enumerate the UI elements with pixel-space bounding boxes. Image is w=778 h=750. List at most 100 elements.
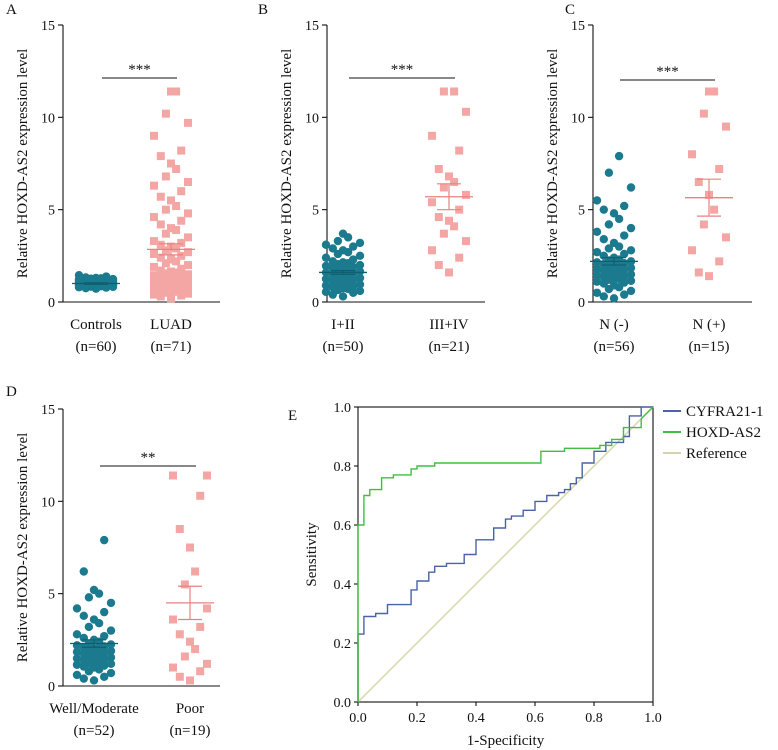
data-point: [600, 235, 608, 243]
series-line-Reference: [358, 407, 653, 702]
panel-label: D: [6, 384, 17, 400]
x-axis-label: 1-Specificity: [467, 733, 545, 749]
category-label: III+IV: [429, 317, 468, 333]
legend-label: CYFRA21-1: [686, 404, 764, 420]
group-I+II: [319, 229, 367, 300]
category-n-label: (n=60): [76, 339, 117, 355]
panel-C: C051015Relative HOXD-AS2 expression leve…: [545, 2, 752, 355]
data-point: [73, 641, 81, 649]
data-point: [196, 667, 204, 675]
data-point: [356, 239, 364, 247]
category-n-label: (n=52): [74, 723, 115, 739]
data-point: [339, 246, 347, 254]
data-point: [620, 231, 628, 239]
data-point: [167, 87, 175, 95]
x-tick-label: 0.8: [585, 711, 603, 726]
category-label: Poor: [176, 701, 204, 717]
significance-label: ***: [128, 62, 151, 78]
data-point: [85, 593, 93, 601]
significance-label: **: [141, 450, 156, 466]
data-point: [440, 87, 448, 95]
y-tick-label: 5: [578, 204, 585, 219]
panel-label: A: [6, 2, 17, 18]
data-point: [440, 184, 448, 192]
x-tick-label: 0.6: [526, 711, 544, 726]
data-point: [593, 248, 601, 256]
data-point: [627, 246, 635, 254]
data-point: [191, 568, 199, 576]
data-point: [196, 623, 204, 631]
y-tick-label: 10: [571, 111, 585, 126]
category-n-label: (n=71): [151, 339, 192, 355]
data-point: [610, 294, 618, 302]
y-tick-label: 15: [571, 19, 585, 34]
data-point: [715, 257, 723, 265]
data-point: [150, 250, 158, 258]
y-axis-label: Relative HOXD-AS2 expression level: [279, 49, 295, 279]
data-point: [162, 172, 170, 180]
data-point: [186, 676, 194, 684]
y-tick-label: 15: [41, 19, 55, 34]
significance-label: ***: [656, 64, 679, 80]
data-point: [450, 87, 458, 95]
data-point: [428, 246, 436, 254]
data-point: [100, 536, 108, 544]
data-point: [322, 253, 330, 261]
data-point: [150, 182, 158, 190]
data-point: [695, 268, 703, 276]
y-tick-label: 5: [312, 204, 319, 219]
y-axis-label: Relative HOXD-AS2 expression level: [15, 433, 31, 663]
significance-label: ***: [391, 62, 414, 78]
x-tick-label: 0.0: [349, 711, 367, 726]
data-point: [593, 289, 601, 297]
data-point: [150, 213, 158, 221]
data-point: [184, 261, 192, 269]
data-point: [455, 254, 463, 262]
data-point: [176, 630, 184, 638]
data-point: [705, 87, 713, 95]
data-point: [203, 660, 211, 668]
data-point: [177, 187, 185, 195]
data-point: [605, 220, 613, 228]
data-point: [191, 645, 199, 653]
data-point: [150, 132, 158, 140]
x-tick-label: 0.2: [408, 711, 426, 726]
data-point: [184, 209, 192, 217]
data-point: [715, 165, 723, 173]
group-Well/Moderate: [70, 536, 118, 685]
data-point: [100, 632, 108, 640]
y-tick-label: 0: [578, 296, 585, 311]
data-point: [186, 638, 194, 646]
group-LUAD: [147, 87, 195, 302]
y-tick-label: 15: [305, 19, 319, 34]
data-point: [722, 233, 730, 241]
panel-E: E0.0 0.2 0.4 0.6 0.8 1.00.00.20.40.60.81.01-S…: [288, 401, 764, 749]
data-point: [150, 237, 158, 245]
data-point: [184, 119, 192, 127]
data-point: [339, 229, 347, 237]
data-point: [167, 224, 175, 232]
data-point: [440, 230, 448, 238]
data-point: [705, 272, 713, 280]
data-point: [445, 217, 453, 225]
category-label: N (+): [692, 317, 725, 333]
x-tick-label: 1.0: [644, 711, 662, 726]
data-point: [167, 256, 175, 264]
data-point: [428, 198, 436, 206]
panel-label: C: [565, 2, 575, 18]
legend-label: Reference: [686, 446, 747, 462]
data-point: [157, 220, 165, 228]
category-label: I+II: [331, 317, 354, 333]
data-point: [107, 640, 115, 648]
category-n-label: (n=19): [170, 723, 211, 739]
data-point: [605, 169, 613, 177]
data-point: [176, 525, 184, 533]
data-point: [169, 664, 177, 672]
y-tick-label: 0.2: [334, 637, 352, 652]
data-point: [181, 652, 189, 660]
data-point: [184, 178, 192, 186]
data-point: [445, 172, 453, 180]
data-point: [615, 152, 623, 160]
panel-label: B: [258, 2, 268, 18]
data-point: [428, 132, 436, 140]
